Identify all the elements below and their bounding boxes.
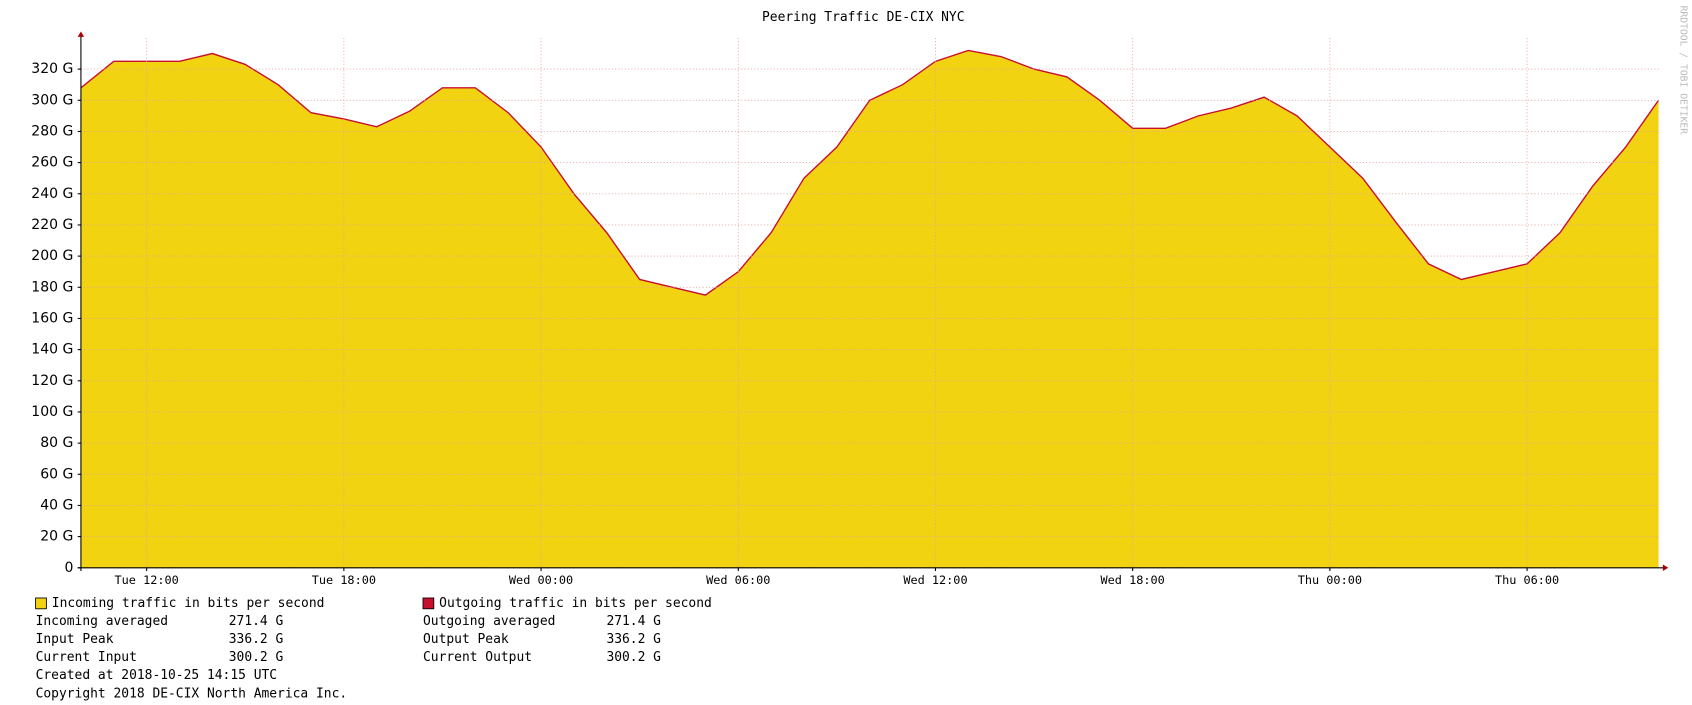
legend-swatch xyxy=(35,597,47,610)
y-tick-label: 180 G xyxy=(31,279,73,295)
stat-value: 336.2 G xyxy=(606,632,661,647)
y-tick-label: 320 G xyxy=(31,61,73,77)
stat-label: Output Peak xyxy=(423,632,509,647)
legend-label: Outgoing traffic in bits per second xyxy=(439,596,712,611)
legend-label: Incoming traffic in bits per second xyxy=(52,596,325,611)
stat-value: 271.4 G xyxy=(229,614,284,629)
chart-title: Peering Traffic DE-CIX NYC xyxy=(762,10,965,25)
y-tick-label: 20 G xyxy=(40,529,73,545)
stat-value: 300.2 G xyxy=(606,650,661,665)
x-tick-label: Wed 00:00 xyxy=(509,573,573,587)
stat-value: 336.2 G xyxy=(229,632,284,647)
x-tick-label: Thu 00:00 xyxy=(1298,573,1362,587)
y-tick-label: 40 G xyxy=(40,497,73,513)
y-tick-label: 300 G xyxy=(31,92,73,108)
incoming-area xyxy=(80,50,1659,568)
y-tick-label: 120 G xyxy=(31,373,73,389)
y-tick-label: 80 G xyxy=(40,435,73,451)
x-tick-label: Wed 12:00 xyxy=(903,573,967,587)
legend-swatch xyxy=(422,597,435,610)
footer-text: Created at 2018-10-25 14:15 UTC xyxy=(36,668,277,683)
y-tick-label: 160 G xyxy=(31,310,73,326)
y-tick-label: 240 G xyxy=(31,186,73,202)
y-tick-label: 140 G xyxy=(31,342,73,358)
stat-label: Current Output xyxy=(423,650,532,665)
stat-label: Input Peak xyxy=(36,632,114,647)
stat-value: 300.2 G xyxy=(229,650,284,665)
y-tick-label: 280 G xyxy=(31,123,73,139)
stat-value: 271.4 G xyxy=(606,614,661,629)
footer-text: Copyright 2018 DE-CIX North America Inc. xyxy=(36,687,348,702)
x-tick-label: Wed 18:00 xyxy=(1101,573,1165,587)
watermark: RRDTOOL / TOBI OETIKER xyxy=(1677,6,1688,135)
x-tick-label: Tue 12:00 xyxy=(115,573,179,587)
y-tick-label: 260 G xyxy=(31,155,73,171)
x-arrow xyxy=(1662,564,1669,572)
y-tick-label: 100 G xyxy=(31,404,73,420)
x-tick-label: Wed 06:00 xyxy=(706,573,770,587)
y-tick-label: 60 G xyxy=(40,466,73,482)
y-tick-label: 220 G xyxy=(31,217,73,233)
stat-label: Current Input xyxy=(36,650,137,665)
y-tick-label: 200 G xyxy=(31,248,73,264)
stat-label: Outgoing averaged xyxy=(423,614,555,629)
x-tick-label: Thu 06:00 xyxy=(1495,573,1559,587)
stat-label: Incoming averaged xyxy=(36,614,168,629)
y-arrow xyxy=(77,31,85,37)
y-tick-label: 0 xyxy=(64,560,73,576)
x-tick-label: Tue 18:00 xyxy=(312,573,376,587)
